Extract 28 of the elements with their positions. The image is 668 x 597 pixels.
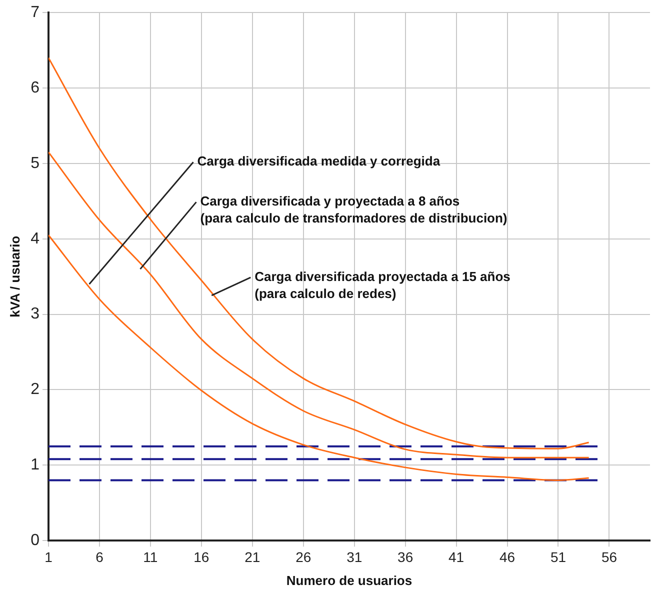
annotation: Carga diversificada proyectada a 15 años (para calculo de redes)	[254, 269, 510, 302]
x-tick-label: 46	[499, 548, 516, 565]
y-tick-label: 2	[30, 381, 40, 398]
line-series	[48, 151, 590, 458]
y-tick-label: 6	[30, 79, 40, 96]
y-axis-title: kVA / usuario	[7, 236, 22, 318]
y-tick-label: 3	[30, 306, 40, 323]
x-tick-label: 51	[550, 548, 566, 565]
y-tick-label: 5	[30, 154, 40, 172]
y-tick-label: 7	[30, 4, 40, 22]
x-tick-label: 26	[296, 548, 312, 565]
x-axis-title: Numero de usuarios	[286, 572, 412, 588]
x-tick-label: 16	[194, 548, 210, 565]
line-series	[48, 57, 590, 450]
x-tick-label: 21	[244, 548, 260, 565]
line-series	[48, 234, 590, 482]
annotation: Carga diversificada medida y corregida	[197, 154, 441, 169]
y-tick-label: 1	[30, 456, 40, 474]
x-tick-label: 11	[143, 548, 158, 565]
x-tick-label: 31	[346, 548, 362, 565]
x-tick-label: 6	[96, 548, 104, 565]
x-tick-label: 1	[44, 548, 53, 565]
x-tick-label: 36	[398, 548, 414, 565]
x-tick-label: 41	[448, 548, 464, 565]
y-tick-label: 0	[30, 532, 40, 550]
x-tick-label: 56	[601, 548, 618, 565]
annotation: Carga diversificada y proyectada a 8 años (para calculo de transformadores de distribucion)	[200, 194, 508, 226]
y-tick-label: 4	[30, 230, 40, 248]
